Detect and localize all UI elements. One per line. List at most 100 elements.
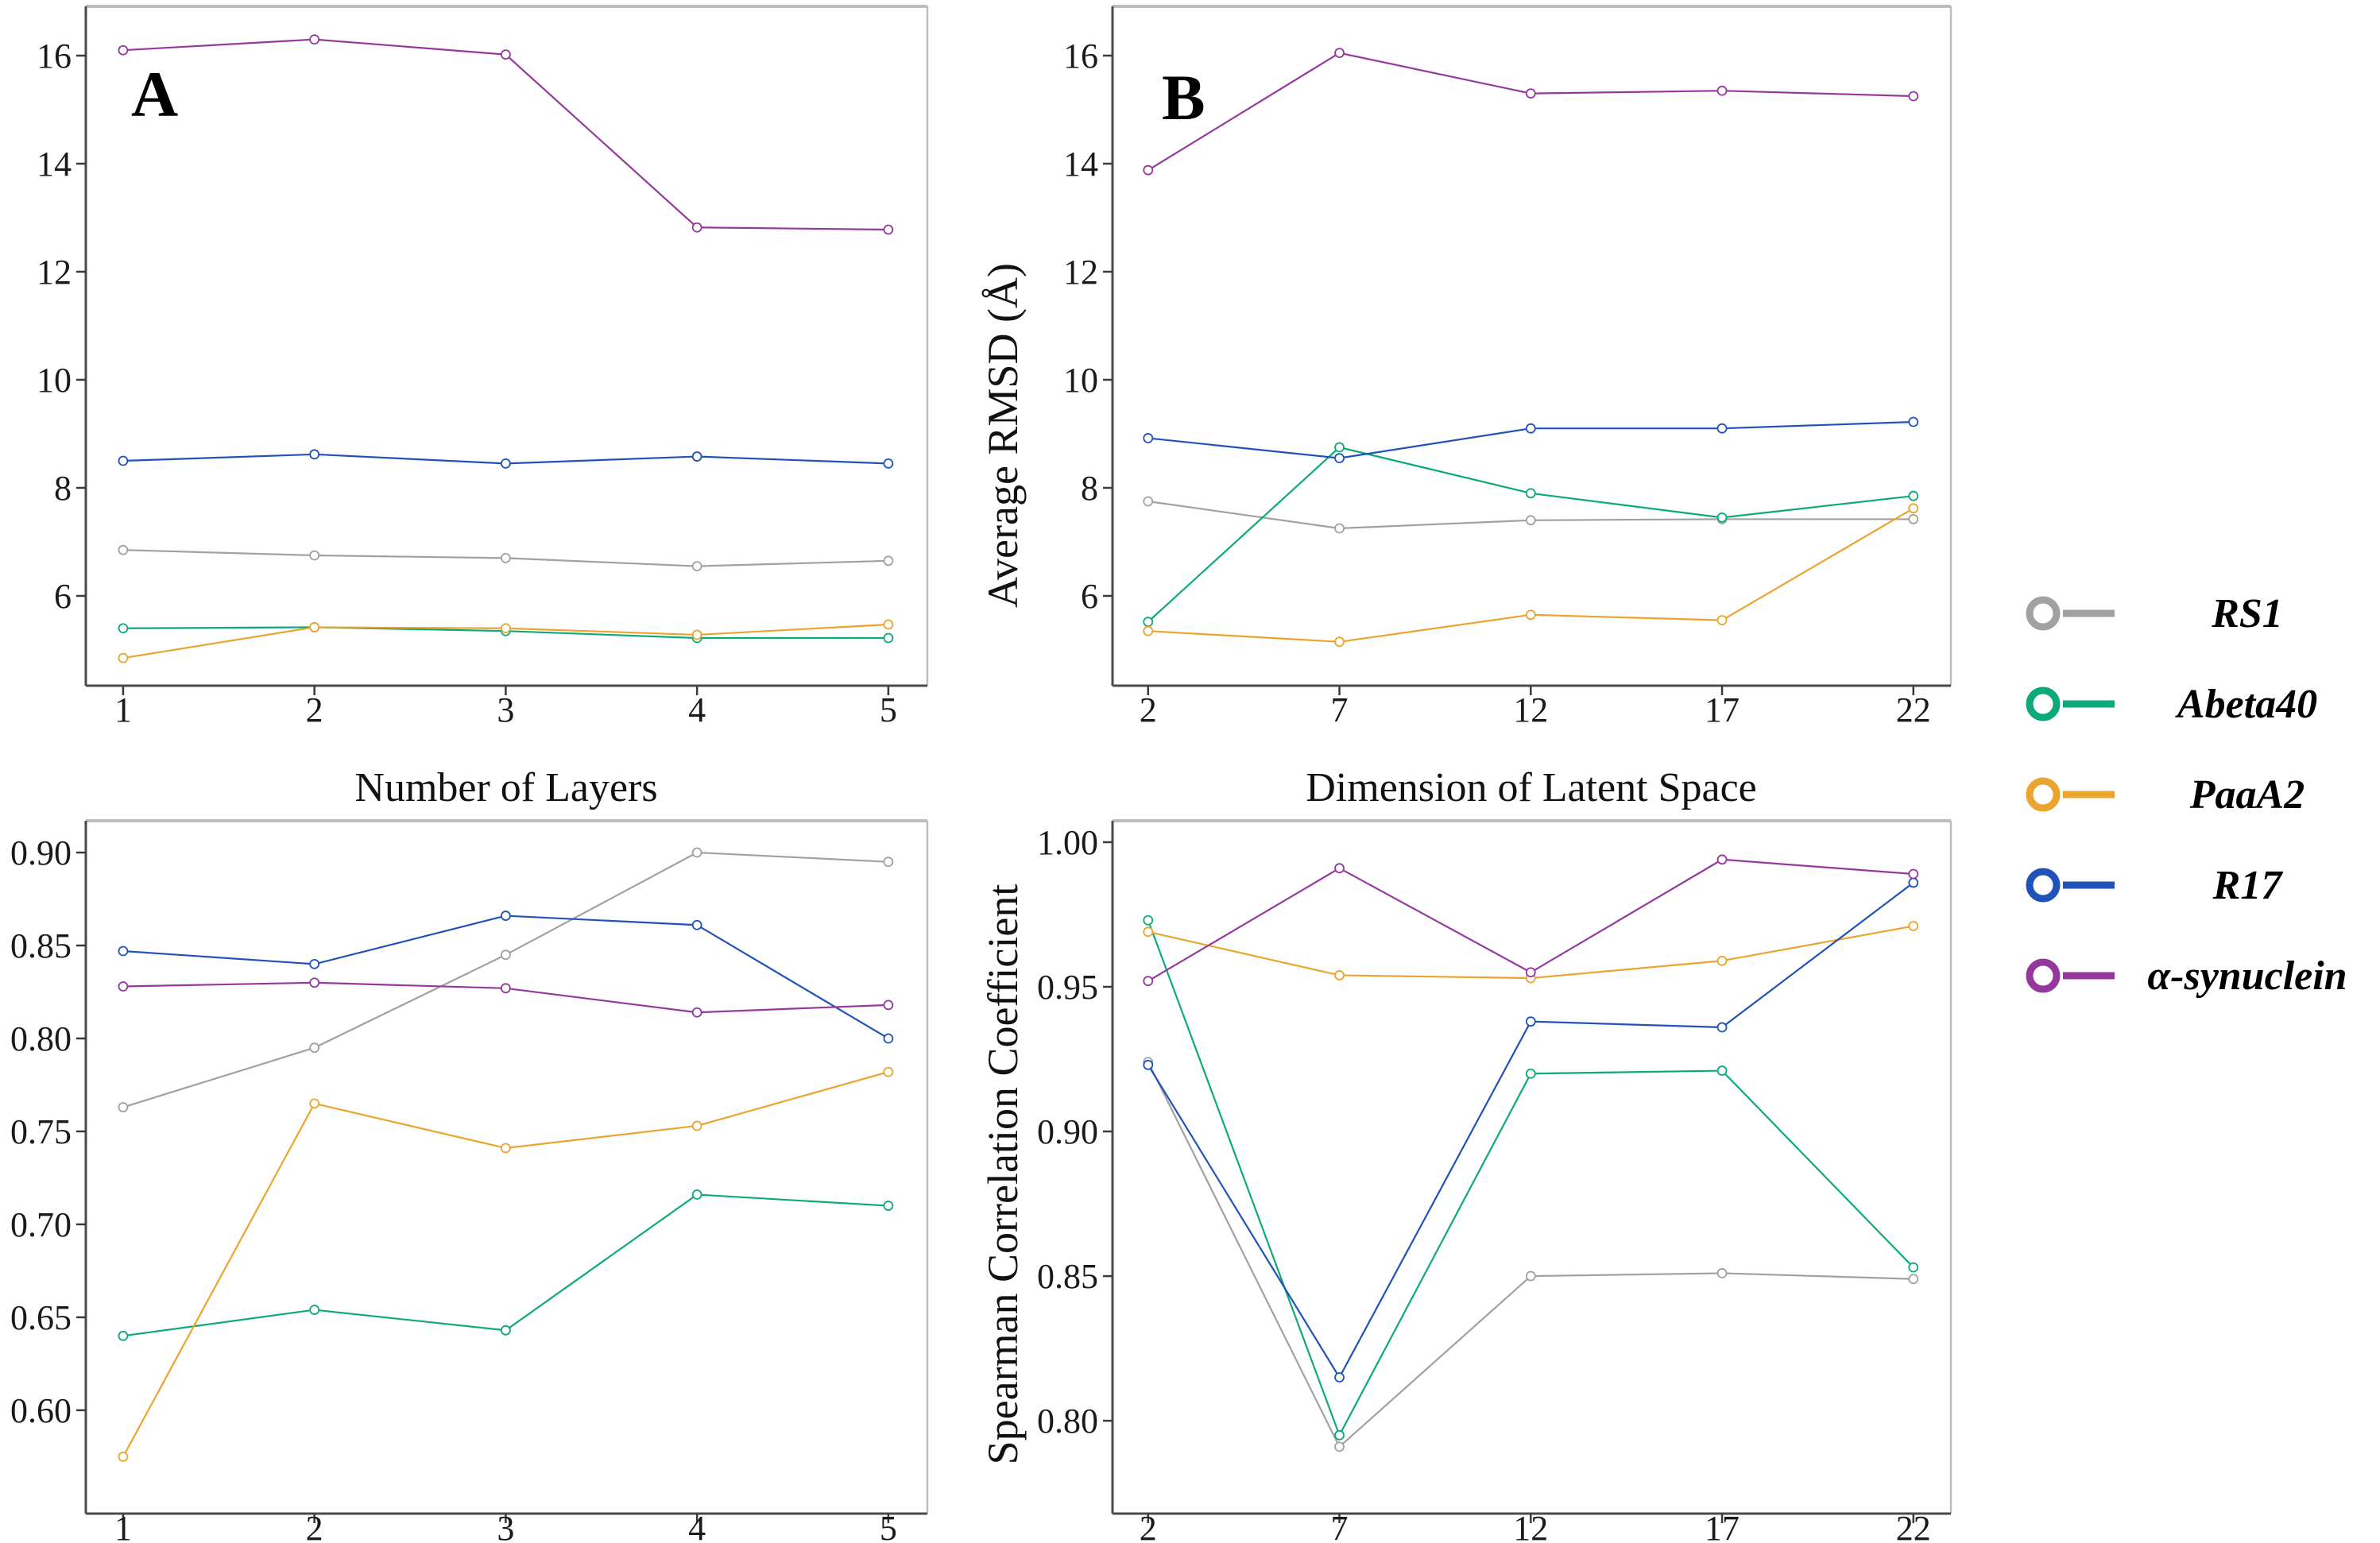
y-tick-label: 6 xyxy=(1081,577,1098,616)
data-point-marker xyxy=(118,1102,129,1112)
y-tick-label: 16 xyxy=(37,37,72,75)
data-point-marker xyxy=(118,652,129,663)
data-point-marker xyxy=(309,449,320,460)
legend-circle-icon xyxy=(2026,777,2061,812)
data-point-marker xyxy=(1716,955,1728,966)
x-axis-title-latent: Dimension of Latent Space xyxy=(1306,765,1757,810)
data-point-marker xyxy=(501,949,511,961)
series-r17 xyxy=(1143,416,1919,463)
legend-label: R17 xyxy=(2212,862,2282,908)
x-axis-title-layers: Number of Layers xyxy=(354,765,658,810)
data-point-marker xyxy=(309,34,320,45)
legend-item-abeta40: Abeta40 xyxy=(2010,659,2376,749)
x-tick-label: 7 xyxy=(1331,690,1349,729)
legend-item--synuclein: α-synuclein xyxy=(2010,930,2376,1021)
y-tick-label: 0.80 xyxy=(10,1019,72,1058)
data-point-marker xyxy=(118,44,129,56)
legend-marker-icon xyxy=(2026,596,2115,631)
panel-c-plot: 1 2 3 4 5 0.60 0.65 0.70 0.75 0.80 0.85 0.90 xyxy=(10,819,929,1543)
data-point-marker xyxy=(1525,88,1536,99)
series--synuclein xyxy=(118,34,894,235)
data-point-marker xyxy=(1525,488,1536,499)
legend-item-paaa2: PaaA2 xyxy=(2010,749,2376,840)
data-point-marker xyxy=(1908,868,1919,880)
x-tick-label: 17 xyxy=(1705,690,1740,729)
x-tick-label: 22 xyxy=(1896,690,1931,729)
data-point-marker xyxy=(1143,433,1154,443)
data-point-marker xyxy=(118,981,129,992)
data-point-marker xyxy=(1334,442,1345,453)
legend-item-r17: R17 xyxy=(2010,840,2376,930)
data-point-marker xyxy=(1334,1372,1345,1383)
data-point-marker xyxy=(691,561,702,571)
series-paaa2 xyxy=(1143,921,1919,984)
data-point-marker xyxy=(883,458,894,469)
data-point-marker xyxy=(883,555,894,567)
data-point-marker xyxy=(1908,416,1919,427)
data-point-marker xyxy=(1525,1016,1536,1027)
x-tick-label: 17 xyxy=(1705,1509,1740,1543)
data-point-marker xyxy=(501,1325,511,1336)
data-point-marker xyxy=(1334,523,1345,534)
series-line xyxy=(1147,507,1914,643)
series-line xyxy=(1147,882,1914,1379)
series-r17 xyxy=(1143,877,1919,1383)
x-tick-label: 2 xyxy=(306,1509,323,1543)
series-rs1 xyxy=(118,847,894,1112)
data-point-marker xyxy=(1716,1022,1728,1033)
y-tick-label: 0.90 xyxy=(1037,1112,1098,1151)
y-tick-label: 16 xyxy=(1063,37,1098,75)
data-point-marker xyxy=(691,451,702,462)
x-tick-label: 2 xyxy=(1140,1509,1157,1543)
data-point-marker xyxy=(501,1143,511,1154)
data-point-marker xyxy=(118,946,129,957)
data-point-marker xyxy=(1908,1262,1919,1273)
series--synuclein xyxy=(118,977,894,1018)
y-tick-label: 0.75 xyxy=(10,1112,72,1151)
series-line xyxy=(1147,1062,1914,1448)
series-line xyxy=(122,1071,889,1457)
legend-marker-icon xyxy=(2026,777,2115,812)
data-point-marker xyxy=(1143,496,1154,507)
legend: RS1 Abeta40 PaaA2 R17 α-synuclein xyxy=(2010,0,2380,1543)
data-point-marker xyxy=(118,455,129,466)
y-tick-label: 0.70 xyxy=(10,1205,72,1244)
y-tick-label: 0.90 xyxy=(10,833,72,872)
legend-label: PaaA2 xyxy=(2189,772,2305,818)
legend-marker-icon xyxy=(2026,958,2115,993)
y-tick-label: 10 xyxy=(1063,361,1098,400)
data-point-marker xyxy=(1334,48,1345,59)
series--synuclein xyxy=(1143,854,1919,987)
legend-circle-icon xyxy=(2026,686,2061,721)
y-tick-label: 0.95 xyxy=(1037,968,1098,1007)
data-point-marker xyxy=(1525,1270,1536,1282)
data-point-marker xyxy=(1908,91,1919,102)
x-tick-label: 5 xyxy=(880,1509,897,1543)
panel-a-letter: A xyxy=(131,58,179,130)
legend-marker-icon xyxy=(2026,686,2115,721)
series-abeta40 xyxy=(118,1189,894,1341)
data-point-marker xyxy=(1143,164,1154,176)
y-tick-label: 12 xyxy=(37,253,72,292)
data-point-marker xyxy=(1908,514,1919,524)
data-point-marker xyxy=(1525,967,1536,978)
data-point-marker xyxy=(1525,609,1536,621)
data-point-marker xyxy=(1334,1429,1345,1441)
data-point-marker xyxy=(1143,915,1154,926)
data-point-marker xyxy=(501,983,511,994)
data-point-marker xyxy=(501,552,511,563)
data-point-marker xyxy=(691,1120,702,1131)
x-tick-label: 5 xyxy=(880,690,897,729)
data-point-marker xyxy=(309,977,320,988)
x-tick-label: 4 xyxy=(688,1509,706,1543)
data-point-marker xyxy=(309,622,320,632)
series-line xyxy=(122,851,888,1108)
data-point-marker xyxy=(1143,976,1154,987)
y-tick-label: 8 xyxy=(54,469,72,508)
y-tick-label: 6 xyxy=(54,577,72,616)
x-tick-label: 3 xyxy=(497,690,514,729)
y-tick-label: 8 xyxy=(1081,469,1098,508)
